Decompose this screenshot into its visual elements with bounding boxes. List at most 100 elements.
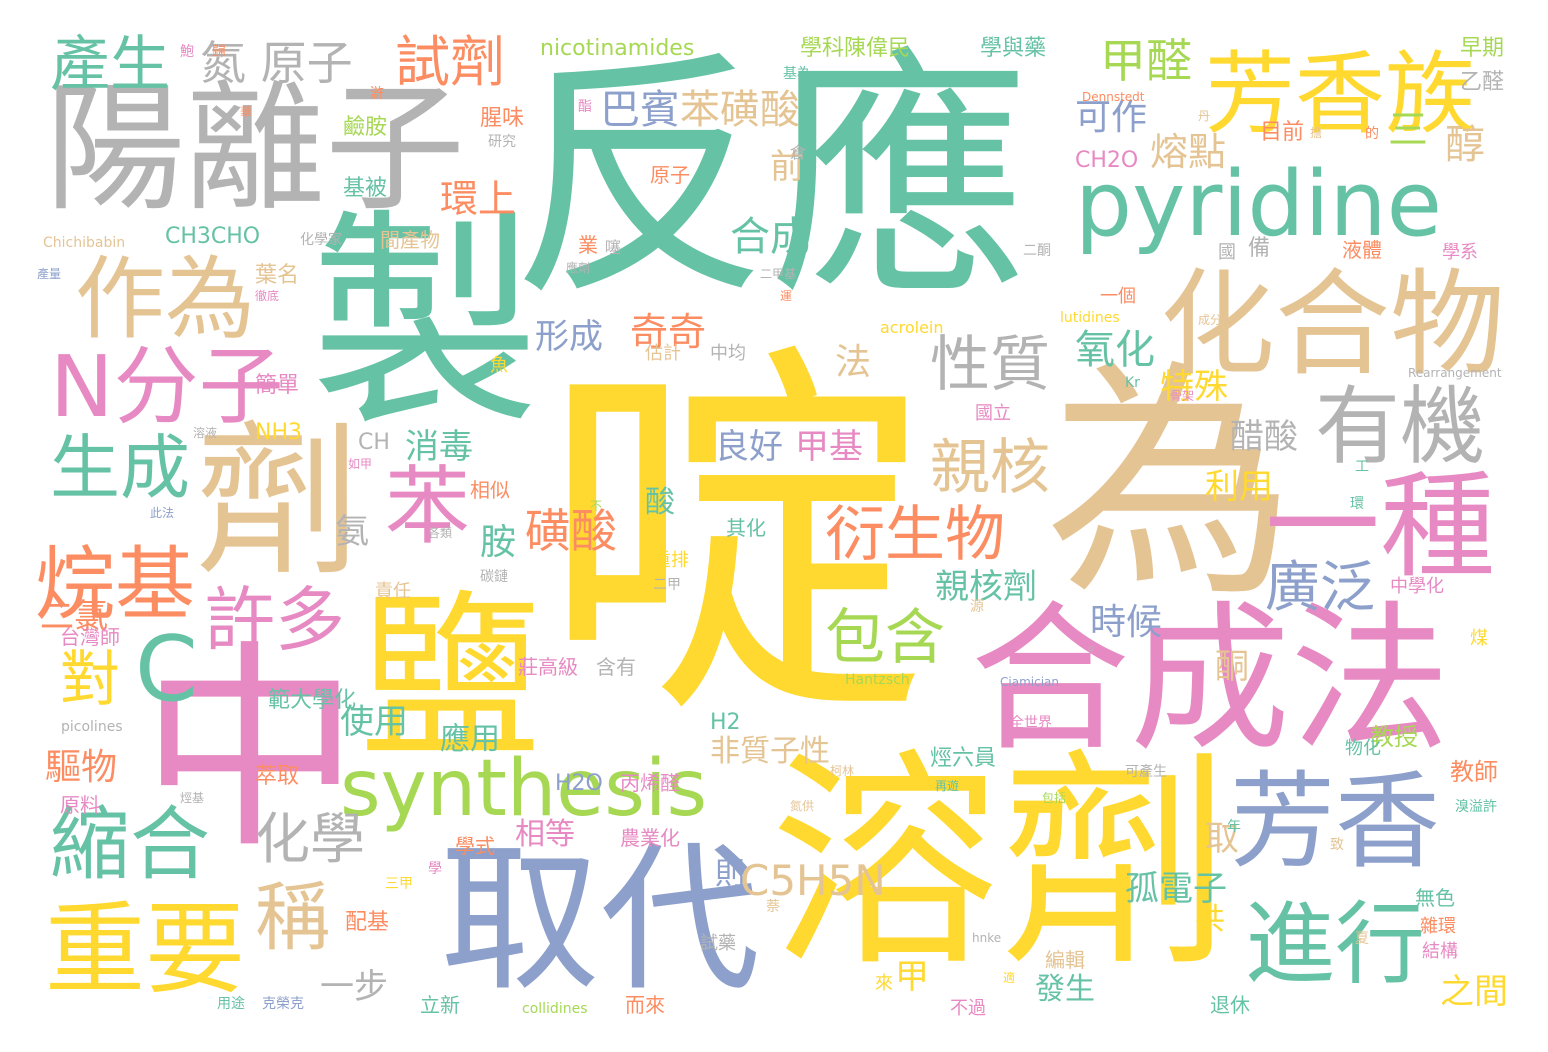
word-cloud-word: 包含 (825, 603, 945, 673)
word-cloud-word: Dennstedt (1082, 90, 1145, 104)
word-cloud-word: 一個 (1100, 286, 1136, 307)
word-cloud-word: 而來 (625, 993, 665, 1017)
word-cloud-word: 進行 (1245, 892, 1425, 997)
word-cloud-word: 化學家 (300, 232, 342, 248)
word-cloud-word: lutidines (1060, 310, 1120, 326)
word-cloud-word: 前 (770, 147, 804, 187)
word-cloud-word: 芳香 (1230, 761, 1441, 883)
word-cloud-word: 萃取 (255, 764, 300, 789)
word-cloud-word: 再遊 (935, 779, 960, 793)
word-cloud-word: 親核 (930, 433, 1050, 503)
word-cloud-word: 二甲基 (760, 267, 797, 281)
word-cloud-word: 甲 (895, 957, 929, 997)
word-cloud-word: CH (358, 430, 390, 455)
word-cloud-word: 致 (1330, 837, 1344, 853)
word-cloud-word: N分子 (50, 338, 284, 437)
word-cloud-word: 液體 (1342, 238, 1382, 262)
word-cloud-word: nicotinamides (540, 36, 695, 61)
word-cloud-word: 溶劑 (770, 731, 1231, 998)
word-cloud-word: 二氯 (40, 597, 108, 637)
word-cloud-word: 學與藥 (980, 36, 1047, 61)
word-cloud-word: 全世界 (1010, 715, 1052, 731)
word-cloud-word: 教師 (1450, 758, 1498, 786)
word-cloud-word: 簡單 (255, 373, 300, 398)
word-cloud-word: 溶液 (193, 426, 218, 440)
word-cloud-word: 各類 (428, 526, 453, 540)
word-cloud-word: 骨架 (1170, 389, 1195, 403)
word-cloud-word: 物化 (1345, 738, 1381, 759)
word-cloud-word: 業 (578, 233, 598, 257)
word-cloud-word: 倉 (790, 143, 807, 162)
word-cloud-word: 為 (1045, 339, 1295, 630)
word-cloud-word: 有機 (1315, 378, 1486, 477)
word-cloud-word: 非質子性 (710, 734, 830, 769)
word-cloud-word: 原料 (60, 793, 100, 817)
word-cloud-word: 劑 (195, 406, 360, 598)
word-cloud-word: 立新 (420, 993, 460, 1017)
word-cloud-word: 。 (1088, 635, 1105, 654)
word-cloud-word: 環上 (440, 177, 517, 221)
word-cloud-word: H2O (555, 771, 603, 796)
word-cloud-word: 原子 (650, 163, 690, 187)
word-cloud-word: 目前 (1260, 120, 1305, 145)
word-cloud-word: 應用 (440, 722, 500, 757)
word-cloud-word: 不 (590, 499, 603, 513)
word-cloud-word: 溴溢許 (1455, 799, 1497, 815)
word-cloud-word: 國 (1218, 242, 1236, 263)
word-cloud-word: 鹽 (360, 575, 541, 784)
word-cloud-word: hnke (972, 931, 1002, 945)
word-cloud-word: 間產物 (380, 228, 440, 252)
word-cloud-word: 擔 (1310, 126, 1323, 140)
word-cloud-word: 發生 (1035, 972, 1095, 1007)
word-cloud-word: 烴基 (180, 791, 205, 805)
word-cloud-word: 腥味 (480, 106, 525, 131)
word-cloud-word: picolines (61, 719, 123, 735)
word-cloud-word: 碳鏈 (480, 569, 508, 585)
word-cloud-word: 可產生 (1125, 764, 1167, 780)
word-cloud-word: 磺酸 (525, 504, 617, 558)
word-cloud-word: 時候 (1090, 602, 1163, 643)
word-cloud-word: 二甲 (653, 577, 681, 593)
word-cloud-word: CH3CHO (165, 224, 261, 249)
word-cloud-word: 運 (780, 289, 793, 303)
word-cloud-word: 鹼胺 (343, 115, 388, 140)
word-cloud-word: 驅物 (45, 747, 118, 788)
word-cloud-word: 源 (970, 599, 984, 615)
word-cloud-word: 酮 (1215, 647, 1249, 687)
word-cloud-word: 許多 (205, 579, 345, 661)
word-cloud-word: 歸 (212, 44, 226, 60)
word-cloud-word: 親核劑 (935, 567, 1037, 607)
word-cloud-word: 氮 原子 (200, 36, 353, 90)
word-cloud-word: 反應 (510, 29, 1030, 331)
word-cloud-word: 丙烯醛 (620, 771, 680, 795)
word-cloud-word: 稱 (255, 873, 331, 961)
word-cloud-word: 不過 (950, 998, 986, 1019)
word-cloud-word: 雜環 (1420, 916, 1456, 937)
word-cloud-word: 法 (835, 342, 872, 383)
word-cloud-word: CH2O (1075, 148, 1139, 173)
word-cloud-word: 葉名 (255, 263, 300, 288)
word-cloud-word: 結構 (1422, 941, 1458, 962)
word-cloud-word: C (135, 617, 198, 722)
word-cloud-word: 中均 (710, 343, 746, 364)
word-cloud-word: 巴賓 (600, 87, 680, 133)
word-cloud-word: 相似 (470, 478, 510, 502)
word-cloud-word: Kr (1125, 375, 1140, 391)
word-cloud-word: 產量 (37, 267, 62, 281)
word-cloud-word: 甲醛 (1100, 34, 1192, 88)
word-cloud-word: 退休 (1210, 993, 1250, 1017)
word-cloud-word: 噻 (605, 238, 622, 257)
word-cloud-word: 徹底 (255, 289, 280, 303)
word-cloud-word: 酯 (578, 99, 592, 115)
word-cloud-word: 一種 (1265, 460, 1496, 594)
word-cloud-word: 華 (240, 105, 253, 119)
word-cloud-word: 酸 (645, 485, 675, 520)
word-cloud-word: 學式 (455, 834, 495, 858)
word-cloud-word: 環 (1350, 496, 1364, 512)
word-cloud-word: NH3 (255, 420, 302, 445)
word-cloud-word: 取 (1205, 819, 1239, 859)
word-cloud-word: 合成 (730, 214, 810, 260)
word-cloud-word: 縮合 (50, 798, 210, 891)
word-cloud-word: 芳香族 (1205, 42, 1475, 147)
